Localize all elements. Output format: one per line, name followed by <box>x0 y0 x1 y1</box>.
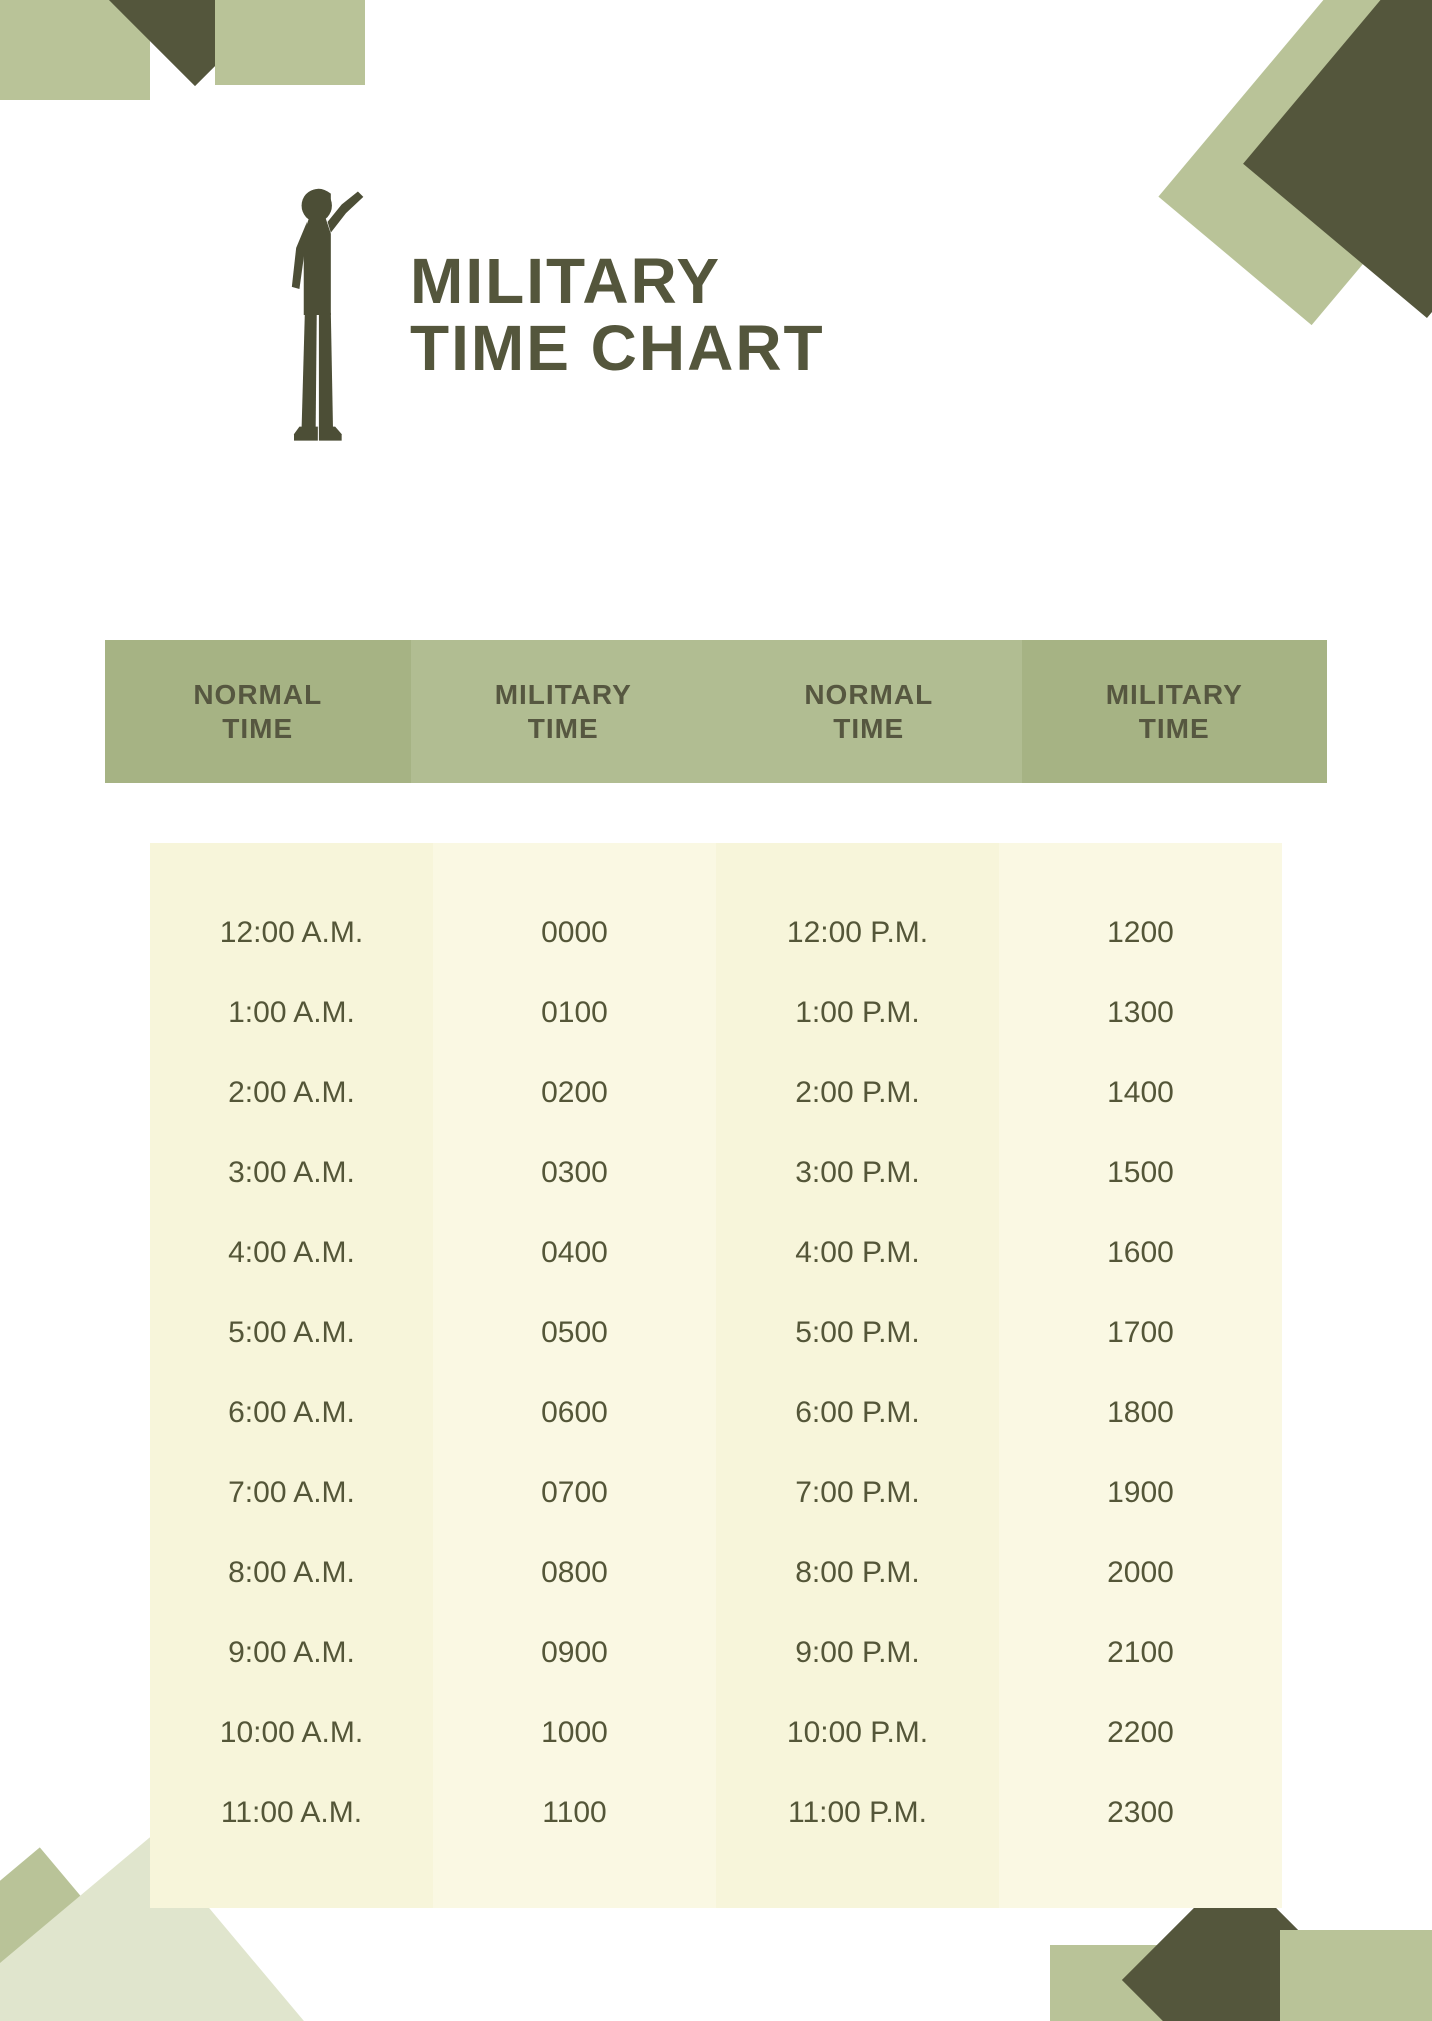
table-cell: 1:00 A.M. <box>150 973 433 1053</box>
table-cell: 2200 <box>999 1693 1282 1773</box>
table-row: 3:00 A.M.03003:00 P.M.1500 <box>150 1133 1282 1213</box>
table-cell: 3:00 A.M. <box>150 1133 433 1213</box>
table-cell: 5:00 P.M. <box>716 1293 999 1373</box>
table-cell: 8:00 A.M. <box>150 1533 433 1613</box>
table-cell: 11:00 P.M. <box>716 1773 999 1853</box>
table-body-inner: 12:00 A.M.000012:00 P.M.12001:00 A.M.010… <box>150 843 1282 1908</box>
table-cell: 2300 <box>999 1773 1282 1853</box>
time-chart-table: NORMAL TIMEMILITARY TIMENORMAL TIMEMILIT… <box>105 640 1327 1908</box>
table-cell: 12:00 A.M. <box>150 893 433 973</box>
title-line-2: TIME CHART <box>410 315 825 382</box>
table-cell: 1:00 P.M. <box>716 973 999 1053</box>
table-row: 12:00 A.M.000012:00 P.M.1200 <box>150 893 1282 973</box>
table-cell: 0600 <box>433 1373 716 1453</box>
table-cell: 0900 <box>433 1613 716 1693</box>
table-cell: 1600 <box>999 1213 1282 1293</box>
table-cell: 3:00 P.M. <box>716 1133 999 1213</box>
table-cell: 1000 <box>433 1693 716 1773</box>
table-cell: 4:00 A.M. <box>150 1213 433 1293</box>
table-row: 10:00 A.M.100010:00 P.M.2200 <box>150 1693 1282 1773</box>
table-cell: 2:00 P.M. <box>716 1053 999 1133</box>
table-header-cell: NORMAL TIME <box>105 640 411 783</box>
table-cell: 9:00 A.M. <box>150 1613 433 1693</box>
table-cell: 0000 <box>433 893 716 973</box>
table-cell: 10:00 P.M. <box>716 1693 999 1773</box>
table-cell: 0400 <box>433 1213 716 1293</box>
table-row: 4:00 A.M.04004:00 P.M.1600 <box>150 1213 1282 1293</box>
table-body: 12:00 A.M.000012:00 P.M.12001:00 A.M.010… <box>150 843 1282 1908</box>
table-row: 7:00 A.M.07007:00 P.M.1900 <box>150 1453 1282 1533</box>
table-cell: 0100 <box>433 973 716 1053</box>
table-cell: 6:00 A.M. <box>150 1373 433 1453</box>
table-cell: 0200 <box>433 1053 716 1133</box>
table-header-cell: MILITARY TIME <box>1022 640 1328 783</box>
table-cell: 0800 <box>433 1533 716 1613</box>
table-cell: 2100 <box>999 1613 1282 1693</box>
table-row: 8:00 A.M.08008:00 P.M.2000 <box>150 1533 1282 1613</box>
table-cell: 0300 <box>433 1133 716 1213</box>
title-block: MILITARY TIME CHART <box>265 185 825 445</box>
table-cell: 9:00 P.M. <box>716 1613 999 1693</box>
page-title: MILITARY TIME CHART <box>410 248 825 382</box>
table-row: 11:00 A.M.110011:00 P.M.2300 <box>150 1773 1282 1853</box>
table-header-cell: MILITARY TIME <box>411 640 717 783</box>
table-cell: 7:00 A.M. <box>150 1453 433 1533</box>
table-cell: 2:00 A.M. <box>150 1053 433 1133</box>
table-cell: 1100 <box>433 1773 716 1853</box>
table-header-cell: NORMAL TIME <box>716 640 1022 783</box>
table-cell: 1700 <box>999 1293 1282 1373</box>
title-line-1: MILITARY <box>410 248 825 315</box>
table-cell: 0500 <box>433 1293 716 1373</box>
table-cell: 1500 <box>999 1133 1282 1213</box>
table-cell: 12:00 P.M. <box>716 893 999 973</box>
table-row: 2:00 A.M.02002:00 P.M.1400 <box>150 1053 1282 1133</box>
table-cell: 8:00 P.M. <box>716 1533 999 1613</box>
table-cell: 5:00 A.M. <box>150 1293 433 1373</box>
table-row: 6:00 A.M.06006:00 P.M.1800 <box>150 1373 1282 1453</box>
table-cell: 11:00 A.M. <box>150 1773 433 1853</box>
table-header-row: NORMAL TIMEMILITARY TIMENORMAL TIMEMILIT… <box>105 640 1327 783</box>
soldier-salute-icon <box>265 185 375 445</box>
table-cell: 1200 <box>999 893 1282 973</box>
table-row: 9:00 A.M.09009:00 P.M.2100 <box>150 1613 1282 1693</box>
page: MILITARY TIME CHART NORMAL TIMEMILITARY … <box>0 0 1432 2021</box>
table-row: 5:00 A.M.05005:00 P.M.1700 <box>150 1293 1282 1373</box>
table-cell: 1900 <box>999 1453 1282 1533</box>
table-row: 1:00 A.M.01001:00 P.M.1300 <box>150 973 1282 1053</box>
table-cell: 6:00 P.M. <box>716 1373 999 1453</box>
table-cell: 1300 <box>999 973 1282 1053</box>
table-cell: 7:00 P.M. <box>716 1453 999 1533</box>
table-cell: 4:00 P.M. <box>716 1213 999 1293</box>
table-cell: 1800 <box>999 1373 1282 1453</box>
table-cell: 0700 <box>433 1453 716 1533</box>
table-cell: 1400 <box>999 1053 1282 1133</box>
table-cell: 10:00 A.M. <box>150 1693 433 1773</box>
table-cell: 2000 <box>999 1533 1282 1613</box>
